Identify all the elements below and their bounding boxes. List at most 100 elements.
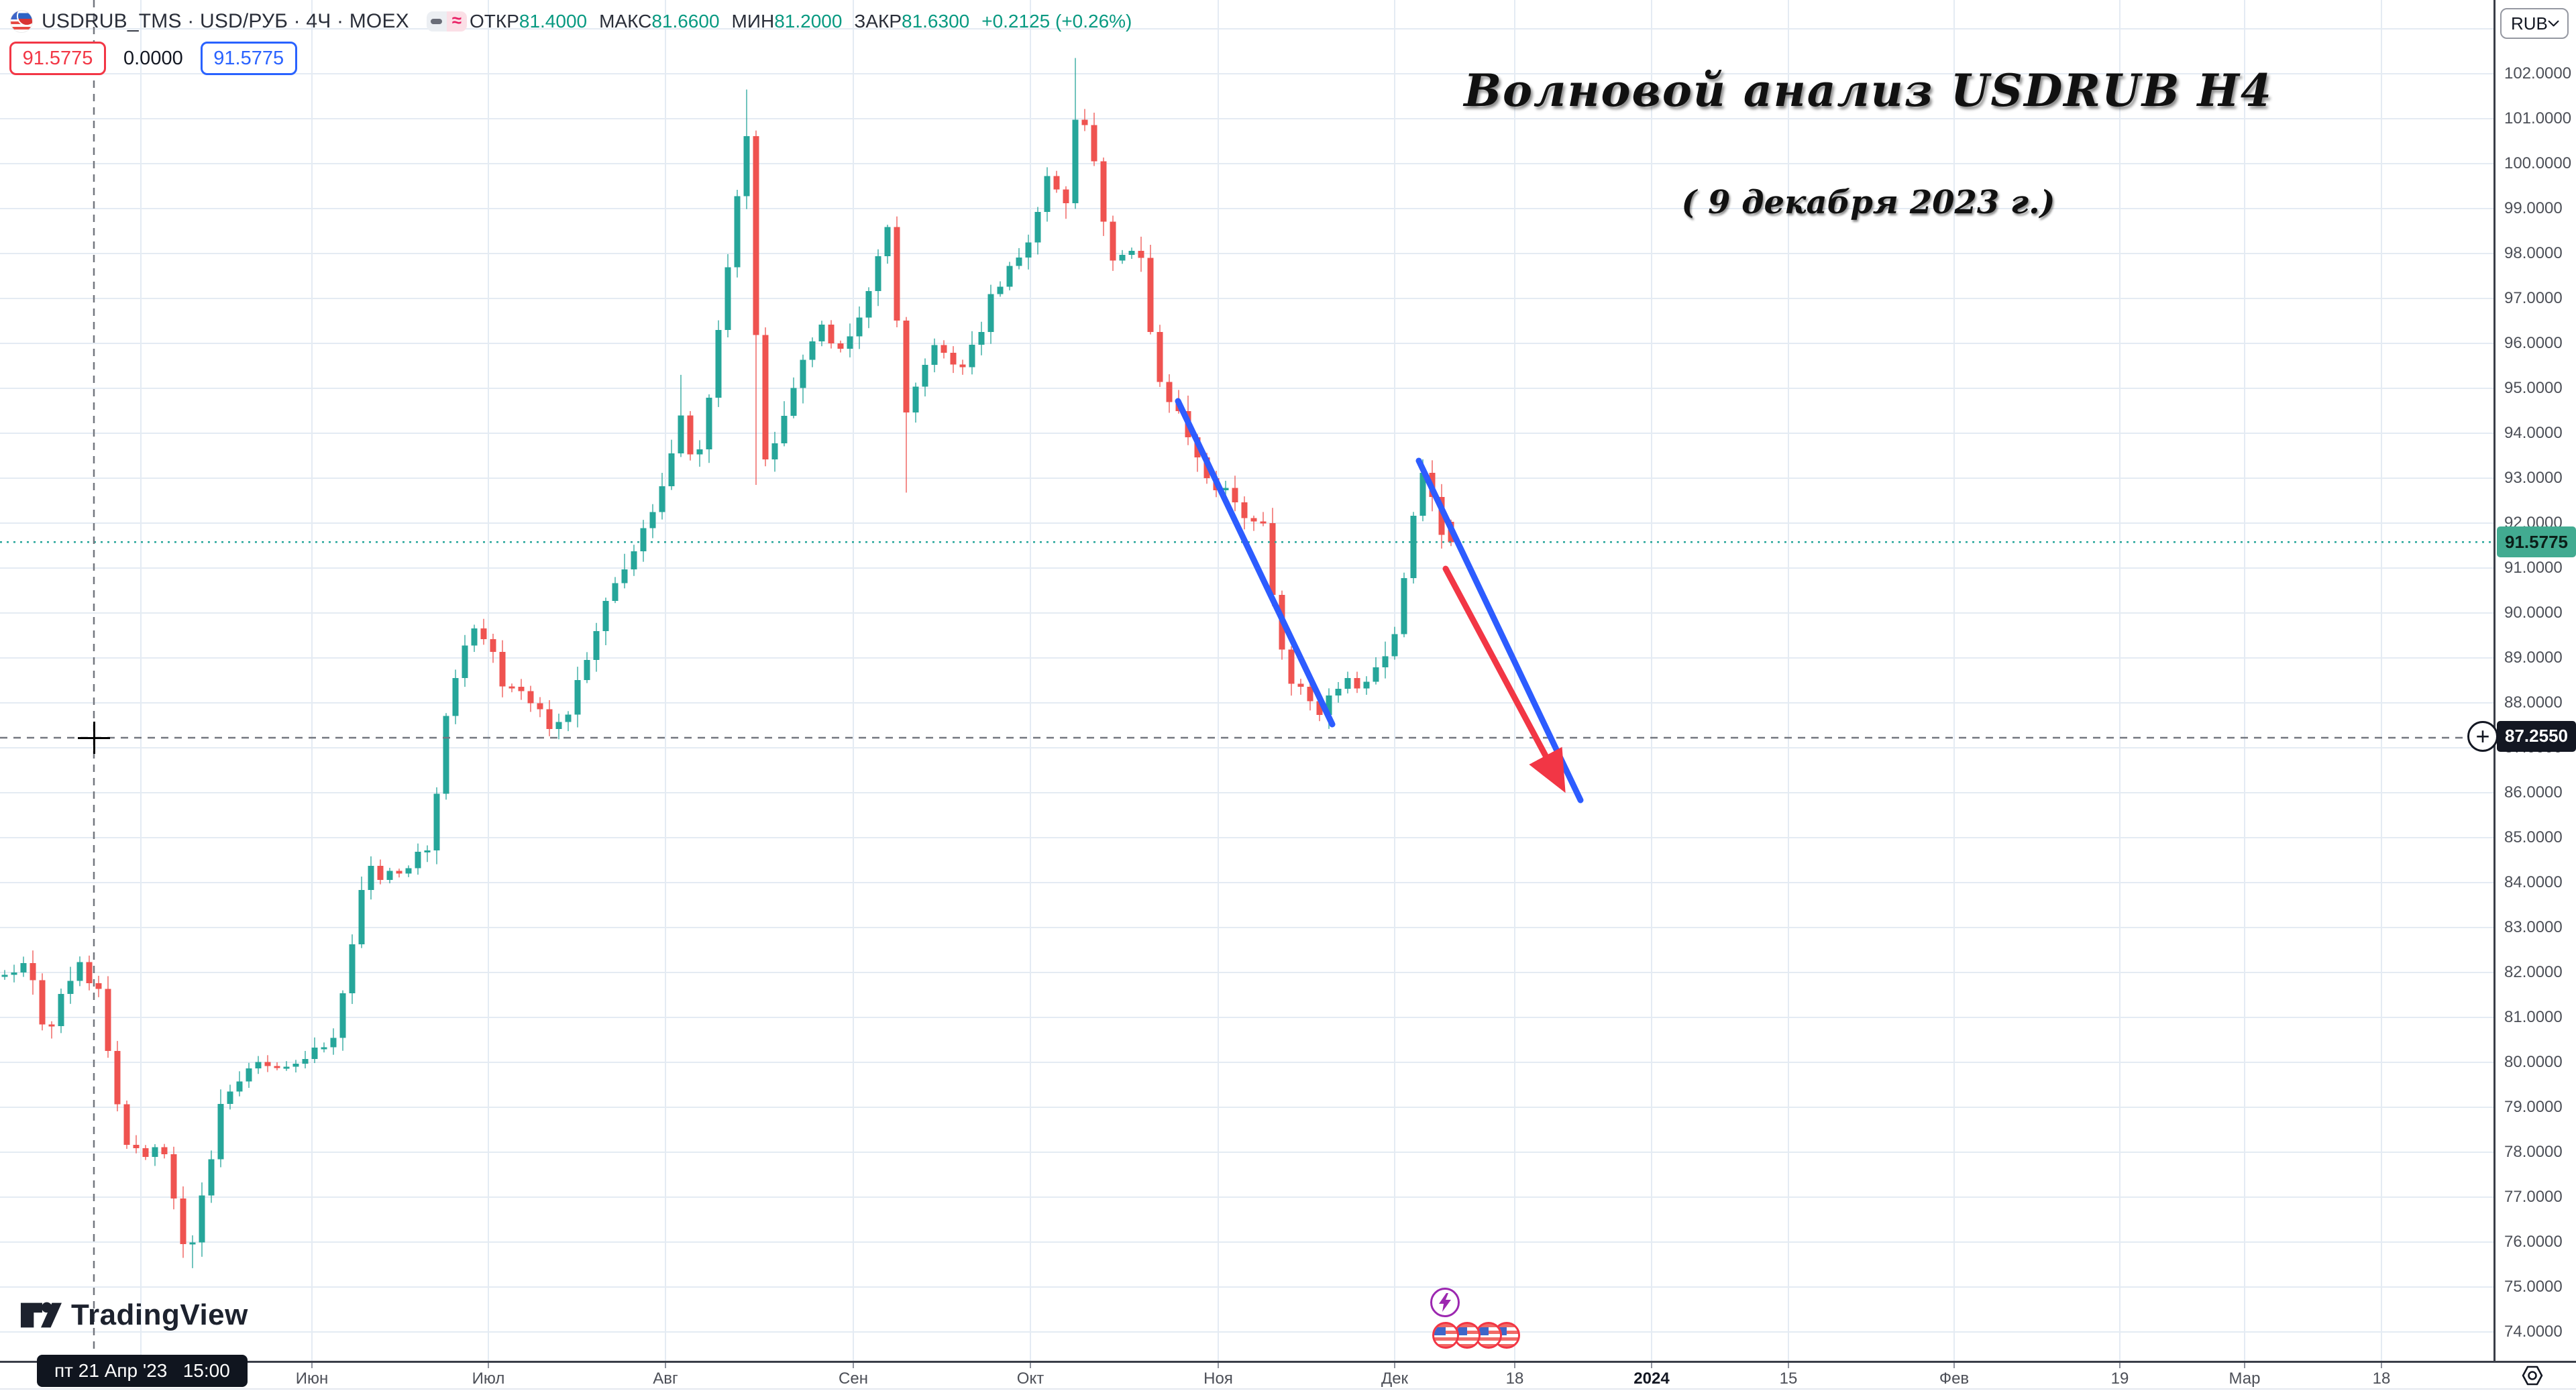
- usdrub-flag-icon: [11, 11, 32, 32]
- close-value: 81.6300: [902, 11, 970, 32]
- crosshair-lines: [0, 0, 2493, 1361]
- close-label: ЗАКР: [854, 11, 902, 32]
- buy-price-button[interactable]: 91.5775: [200, 42, 297, 75]
- price-axis-label: 90.0000: [2504, 604, 2563, 622]
- price-axis-label: 75.0000: [2504, 1278, 2563, 1296]
- time-axis-tick: [2244, 1363, 2245, 1368]
- tradingview-watermark[interactable]: TradingView: [20, 1298, 248, 1332]
- time-axis-tick: [1394, 1363, 1395, 1368]
- time-axis-tick: [1030, 1363, 1031, 1368]
- time-axis-label: 15: [1779, 1370, 1798, 1388]
- time-axis-label: Сен: [839, 1370, 868, 1388]
- price-axis-label: 89.0000: [2504, 649, 2563, 667]
- sell-price-button[interactable]: 91.5775: [9, 42, 106, 75]
- time-axis-tick: [2381, 1363, 2382, 1368]
- watermark-text: TradingView: [71, 1298, 248, 1331]
- time-axis-label: Июл: [472, 1370, 505, 1388]
- price-axis-label: 78.0000: [2504, 1143, 2563, 1161]
- legend-toggles: ≈: [426, 11, 467, 32]
- price-axis-label: 91.0000: [2504, 559, 2563, 577]
- approx-toggle-button[interactable]: ≈: [446, 11, 467, 32]
- gear-icon: [2522, 1365, 2543, 1386]
- last-price-tag: 91.5775: [2497, 526, 2576, 558]
- chevron-down-icon: [2548, 20, 2559, 27]
- time-axis-label: Мар: [2229, 1370, 2261, 1388]
- price-axis-label: 101.0000: [2504, 109, 2572, 127]
- time-axis-tick: [1514, 1363, 1515, 1368]
- time-axis-label: Ноя: [1203, 1370, 1233, 1388]
- price-axis-label: 76.0000: [2504, 1233, 2563, 1251]
- symbol-legend[interactable]: USDRUB_TMS · USD/РУБ · 4Ч · MOEX ≈: [11, 8, 467, 35]
- price-axis-label: 86.0000: [2504, 783, 2563, 801]
- open-value: 81.4000: [519, 11, 588, 32]
- ohlc-legend: ОТКР81.4000 МАКС81.6600 МИН81.2000 ЗАКР8…: [470, 9, 1144, 34]
- low-label: МИН: [731, 11, 775, 32]
- tradingview-logo-icon: [20, 1302, 62, 1328]
- price-axis-label: 74.0000: [2504, 1323, 2563, 1341]
- analysis-annotation[interactable]: Волновой анализ USDRUB H4 ( 9 декабря 20…: [1456, 64, 2281, 221]
- price-axis-label: 81.0000: [2504, 1008, 2563, 1026]
- time-axis-label: Фев: [1939, 1370, 1970, 1388]
- time-axis-tick: [1651, 1363, 1652, 1368]
- time-axis-label: Дек: [1381, 1370, 1409, 1388]
- time-axis-tick: [1953, 1363, 1955, 1368]
- time-axis-label: Июн: [295, 1370, 329, 1388]
- add-order-plus-button[interactable]: +: [2467, 720, 2498, 752]
- price-axis-label: 93.0000: [2504, 469, 2563, 487]
- time-axis-tick: [665, 1363, 666, 1368]
- price-axis-label: 80.0000: [2504, 1053, 2563, 1071]
- crosshair-price-tag: 87.2550: [2497, 720, 2576, 752]
- annotation-subtitle: ( 9 декабря 2023 г.): [1681, 184, 2055, 221]
- high-value: 81.6600: [651, 11, 720, 32]
- price-axis-label: 95.0000: [2504, 379, 2563, 397]
- price-axis-label: 82.0000: [2504, 963, 2563, 981]
- time-axis-label: 18: [1505, 1370, 1524, 1388]
- grid-lines: [0, 0, 2493, 1361]
- time-axis-label: Авг: [653, 1370, 678, 1388]
- approx-icon: ≈: [451, 11, 462, 30]
- currency-selector[interactable]: RUB: [2500, 8, 2569, 39]
- currency-label: RUB: [2511, 13, 2548, 34]
- time-axis-tick: [1788, 1363, 1789, 1368]
- time-axis-tick: [488, 1363, 489, 1368]
- chart-canvas[interactable]: [0, 0, 2493, 1361]
- high-label: МАКС: [599, 11, 652, 32]
- price-axis-label: 102.0000: [2504, 64, 2572, 82]
- symbol-title[interactable]: USDRUB_TMS · USD/РУБ · 4Ч · MOEX: [42, 10, 409, 32]
- price-axis-label: 94.0000: [2504, 424, 2563, 442]
- price-axis-label: 77.0000: [2504, 1188, 2563, 1206]
- open-label: ОТКР: [470, 11, 519, 32]
- candlestick-series: [1, 58, 1454, 1268]
- us-event-flag-icon[interactable]: [1432, 1322, 1459, 1349]
- time-axis-tick: [2119, 1363, 2121, 1368]
- price-axis-label: 83.0000: [2504, 918, 2563, 936]
- time-axis[interactable]: Июн Июл Авг Сен Окт Ноя Дек 18 2024 15 Фев 19 Мар 18: [0, 1361, 2576, 1395]
- time-axis-label: 2024: [1633, 1370, 1670, 1388]
- price-axis-label: 85.0000: [2504, 828, 2563, 846]
- axis-settings-button[interactable]: [2517, 1361, 2548, 1390]
- time-axis-label: 19: [2110, 1370, 2129, 1388]
- spread-value: 0.0000: [123, 47, 183, 69]
- price-axis-label: 96.0000: [2504, 334, 2563, 352]
- economic-event-bolt-icon[interactable]: [1430, 1288, 1460, 1317]
- price-axis[interactable]: RUB 102.0000 101.0000 100.0000 99.0000 98.00…: [2493, 0, 2576, 1361]
- trend-drawings[interactable]: [1175, 398, 1584, 803]
- price-axis-label: 97.0000: [2504, 289, 2563, 307]
- low-value: 81.2000: [774, 11, 843, 32]
- price-axis-label: 88.0000: [2504, 693, 2563, 712]
- price-axis-label: 84.0000: [2504, 873, 2563, 891]
- quote-row: 91.5775 0.0000 91.5775: [9, 42, 297, 75]
- annotation-title: Волновой анализ USDRUB H4: [1464, 64, 2273, 117]
- price-axis-label: 99.0000: [2504, 199, 2563, 217]
- change-value: +0.2125 (+0.26%): [981, 11, 1132, 32]
- time-axis-tick: [1218, 1363, 1219, 1368]
- price-axis-label: 79.0000: [2504, 1098, 2563, 1116]
- time-axis-tick: [311, 1363, 313, 1368]
- dash-icon: [431, 19, 443, 24]
- crosshair-cursor-v: [93, 722, 95, 754]
- price-axis-label: 100.0000: [2504, 154, 2572, 172]
- price-axis-label: 98.0000: [2504, 244, 2563, 262]
- time-axis-label: 18: [2372, 1370, 2391, 1388]
- dash-toggle-button[interactable]: [426, 11, 447, 32]
